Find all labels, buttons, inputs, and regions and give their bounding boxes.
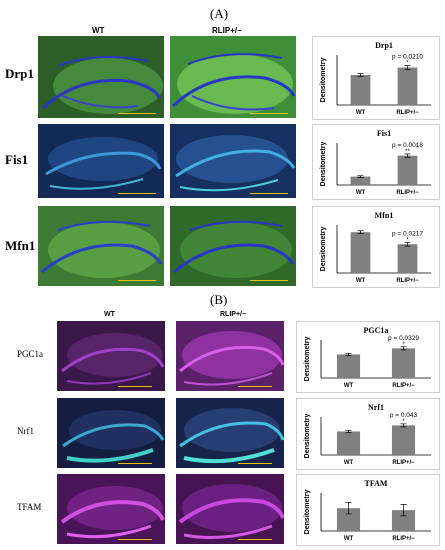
significance-star: * <box>402 419 405 425</box>
y-axis-label: Densitometry <box>304 414 311 459</box>
x-tick-label: RLIP+/− <box>396 110 419 116</box>
x-tick-label: RLIP+/− <box>392 536 415 542</box>
chart-title: Mfn1 <box>375 211 394 220</box>
row-label-drp1: Drp1 <box>5 66 34 81</box>
scale-bar <box>118 113 156 114</box>
chart-title: PGC1a <box>364 326 389 335</box>
scale-bar <box>250 113 288 114</box>
bar <box>391 510 416 531</box>
scale-bar <box>118 463 152 464</box>
p-value-label: p = 0.0217 <box>392 230 423 237</box>
panel-b-col-wt: WT <box>104 311 115 318</box>
panel-b-label: (B) <box>210 292 228 307</box>
micrograph-pgc1a-rlip <box>176 321 284 391</box>
panel-b-col-rlip: RLIP+/− <box>220 311 247 318</box>
x-tick-label: RLIP+/− <box>392 460 415 466</box>
row-label-mfn1: Mfn1 <box>5 238 36 253</box>
x-tick-label: WT <box>344 460 354 466</box>
x-tick-label: RLIP+/− <box>392 383 415 389</box>
y-axis-label: Densitometry <box>320 227 327 272</box>
chart-title: Fis1 <box>377 129 391 138</box>
x-tick-label: WT <box>356 110 366 116</box>
micrograph-drp1-wt <box>38 36 164 118</box>
micrograph-tfam-rlip <box>176 474 284 544</box>
x-tick-label: WT <box>356 278 366 284</box>
bar <box>336 354 361 378</box>
chart-title: Drp1 <box>375 41 393 50</box>
chart-nrf1: Nrf1 Densitometry WT RLIP+/− p = 0.043 * <box>296 398 440 470</box>
bar <box>391 425 416 455</box>
scale-bar <box>118 280 156 281</box>
bar <box>336 431 361 455</box>
y-axis-label: Densitometry <box>304 337 311 382</box>
bar <box>336 508 361 531</box>
bar <box>397 244 418 273</box>
scale-bar <box>118 539 152 540</box>
significance-star: * <box>406 237 409 243</box>
p-value-label: p = 0.043 <box>390 412 418 419</box>
scale-bar <box>238 539 272 540</box>
y-axis-label: Densitometry <box>320 142 327 187</box>
bar <box>350 232 371 273</box>
panel-a-col-wt: WT <box>92 26 105 35</box>
x-tick-label: WT <box>344 383 354 389</box>
y-axis-label: Densitometry <box>320 58 327 103</box>
x-tick-label: RLIP+/− <box>396 278 419 284</box>
p-value-label: p = 0.0329 <box>388 335 419 342</box>
scale-bar <box>250 280 288 281</box>
chart-title: Nrf1 <box>368 403 384 412</box>
row-label-nrf1: Nrf1 <box>17 426 34 436</box>
micrograph-pgc1a-wt <box>57 321 165 391</box>
micrograph-nrf1-wt <box>57 398 165 468</box>
bar <box>350 176 371 185</box>
panel-a-label: (A) <box>210 6 229 21</box>
panel-a-col-rlip: RLIP+/− <box>212 26 242 35</box>
y-axis-label: Densitometry <box>304 490 311 535</box>
chart-drp1: Drp1 Densitometry WT RLIP+/− p = 0.0210 * <box>312 36 440 120</box>
scale-bar <box>118 386 152 387</box>
chart-fis1: Fis1 Densitometry WT RLIP+/− p = 0.0018 ** <box>312 124 440 200</box>
p-value-label: p = 0.0210 <box>392 54 423 61</box>
row-label-pgc1a: PGC1a <box>17 349 44 359</box>
chart-tfam: TFAM Densitometry WT RLIP+/− <box>296 474 440 546</box>
bar <box>391 348 416 378</box>
micrograph-tfam-wt <box>57 474 165 544</box>
significance-star: ** <box>405 149 410 155</box>
p-value-label: p = 0.0018 <box>392 142 423 149</box>
bar <box>350 75 371 105</box>
x-tick-label: WT <box>356 190 366 196</box>
row-label-tfam: TFAM <box>17 502 42 512</box>
scale-bar <box>238 386 272 387</box>
micrograph-fis1-rlip <box>170 124 296 198</box>
row-label-fis1: Fis1 <box>5 152 29 167</box>
micrograph-fis1-wt <box>38 124 164 198</box>
bar <box>397 67 418 105</box>
scale-bar <box>238 463 272 464</box>
x-tick-label: RLIP+/− <box>396 190 419 196</box>
bar <box>397 155 418 185</box>
chart-title: TFAM <box>365 479 388 488</box>
x-tick-label: WT <box>344 536 354 542</box>
micrograph-mfn1-wt <box>38 206 164 286</box>
micrograph-drp1-rlip <box>170 36 296 118</box>
chart-mfn1: Mfn1 Densitometry WT RLIP+/− p = 0.0217 * <box>312 206 440 288</box>
chart-pgc1a: PGC1a Densitometry WT RLIP+/− p = 0.0329 * <box>296 321 440 393</box>
micrograph-nrf1-rlip <box>176 398 284 468</box>
significance-star: * <box>406 61 409 67</box>
scale-bar <box>118 193 156 194</box>
micrograph-mfn1-rlip <box>170 206 296 286</box>
significance-star: * <box>402 342 405 348</box>
scale-bar <box>250 193 288 194</box>
